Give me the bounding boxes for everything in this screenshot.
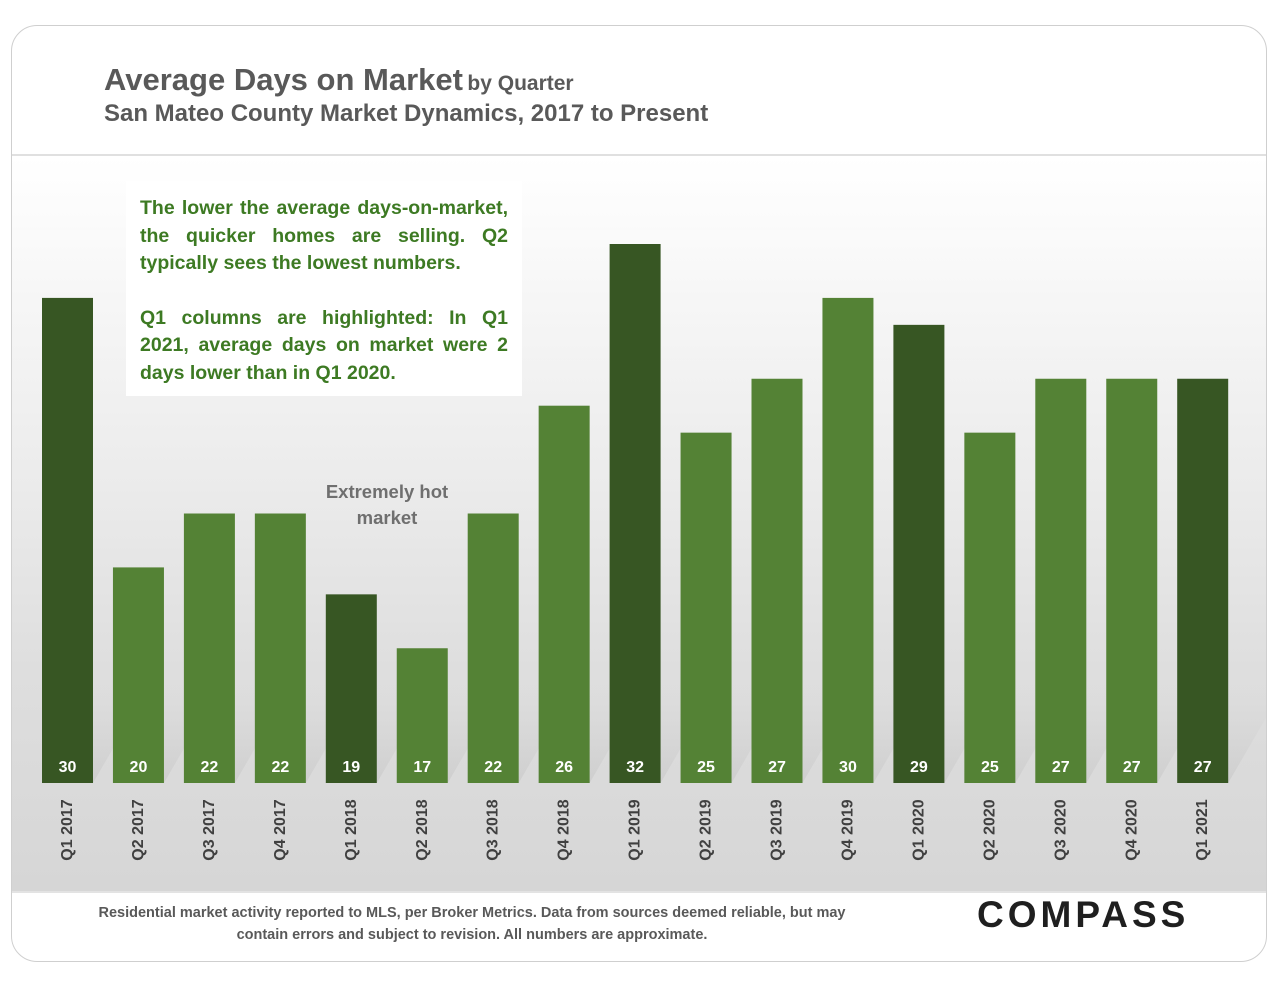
bar-q4-2018 [538,405,590,783]
x-tick-label-q2-2017: Q2 2017 [130,799,147,860]
value-label-q3-2017: 22 [201,759,219,776]
x-tick-label-q1-2021: Q1 2021 [1194,799,1211,860]
value-label-q4-2018: 26 [555,759,573,776]
value-label-q1-2017: 30 [59,759,77,776]
x-tick-label-q2-2018: Q2 2018 [414,799,431,860]
value-label-q1-2021: 27 [1194,759,1212,776]
annotation-note-box: The lower the average days-on-market, th… [126,181,522,396]
x-tick-label-q4-2020: Q4 2020 [1123,799,1140,860]
bar-q1-2018 [325,594,377,783]
compass-logo: COMPASS [977,894,1190,935]
x-tick-label-q4-2018: Q4 2018 [556,799,573,860]
x-tick-label-q1-2019: Q1 2019 [627,799,644,860]
bar-q1-2017 [42,297,93,783]
x-tick-label-q1-2020: Q1 2020 [910,799,927,860]
bar-q3-2018 [467,513,519,783]
note-paragraph-2: Q1 columns are highlighted: In Q1 2021, … [140,306,508,384]
bar-q4-2019 [822,297,874,783]
title-block: Average Days on Market by Quarter San Ma… [104,62,708,128]
value-label-q4-2017: 22 [271,759,289,776]
bar-q4-2020 [1106,378,1158,783]
bar-q3-2020 [1035,378,1087,783]
bar-q1-2020 [893,324,945,783]
value-label-q3-2018: 22 [484,759,502,776]
chart-title-suffix: by Quarter [467,72,574,95]
chart-title-main: Average Days on Market [104,62,463,97]
bar-q2-2017 [112,567,164,783]
x-tick-label-q4-2017: Q4 2017 [272,799,289,860]
note-paragraph-1: The lower the average days-on-market, th… [140,197,508,274]
footer-disclaimer: Residential market activity reported to … [98,905,846,943]
x-tick-label-q1-2018: Q1 2018 [343,799,360,860]
value-label-q2-2020: 25 [981,759,999,776]
x-tick-label-q3-2019: Q3 2019 [769,799,786,860]
value-label-q3-2020: 27 [1052,759,1070,776]
hot-market-annotation: Extremely hot market [325,481,449,528]
x-tick-label-q1-2017: Q1 2017 [59,799,76,860]
value-label-q4-2020: 27 [1123,759,1141,776]
x-tick-label-q4-2019: Q4 2019 [839,799,856,860]
bar-q2-2018 [396,648,448,783]
x-tick-label-q2-2019: Q2 2019 [698,799,715,860]
x-tick-label-q3-2017: Q3 2017 [201,799,218,860]
chart-subtitle: San Mateo County Market Dynamics, 2017 t… [104,100,709,127]
chart-title: Average Days on Market by Quarter [104,62,708,98]
x-tick-label-q3-2018: Q3 2018 [485,799,502,860]
value-label-q1-2018: 19 [342,759,360,776]
value-label-q2-2017: 20 [130,759,148,776]
chart-card: Average Days on Market by Quarter San Ma… [11,25,1267,962]
value-label-q4-2019: 30 [839,759,857,776]
value-label-q2-2018: 17 [413,759,431,776]
value-label-q1-2020: 29 [910,759,928,776]
bar-q1-2019 [609,244,661,783]
bar-q3-2019 [751,378,803,783]
x-tick-label-q3-2020: Q3 2020 [1052,799,1069,860]
value-label-q2-2019: 25 [697,759,715,776]
bar-q1-2021 [1177,378,1229,783]
bar-q4-2017 [254,513,306,783]
value-label-q3-2019: 27 [768,759,786,776]
value-label-q1-2019: 32 [626,759,644,776]
bar-q2-2019 [680,432,732,783]
bar-chart: 30 20 22 22 19 17 22 26 32 25 27 30 29 25 27 27 27 Q1 20… [42,244,1266,861]
bar-q3-2017 [183,513,235,783]
bar-q2-2020 [964,432,1016,783]
x-tick-label-q2-2020: Q2 2020 [981,799,998,860]
